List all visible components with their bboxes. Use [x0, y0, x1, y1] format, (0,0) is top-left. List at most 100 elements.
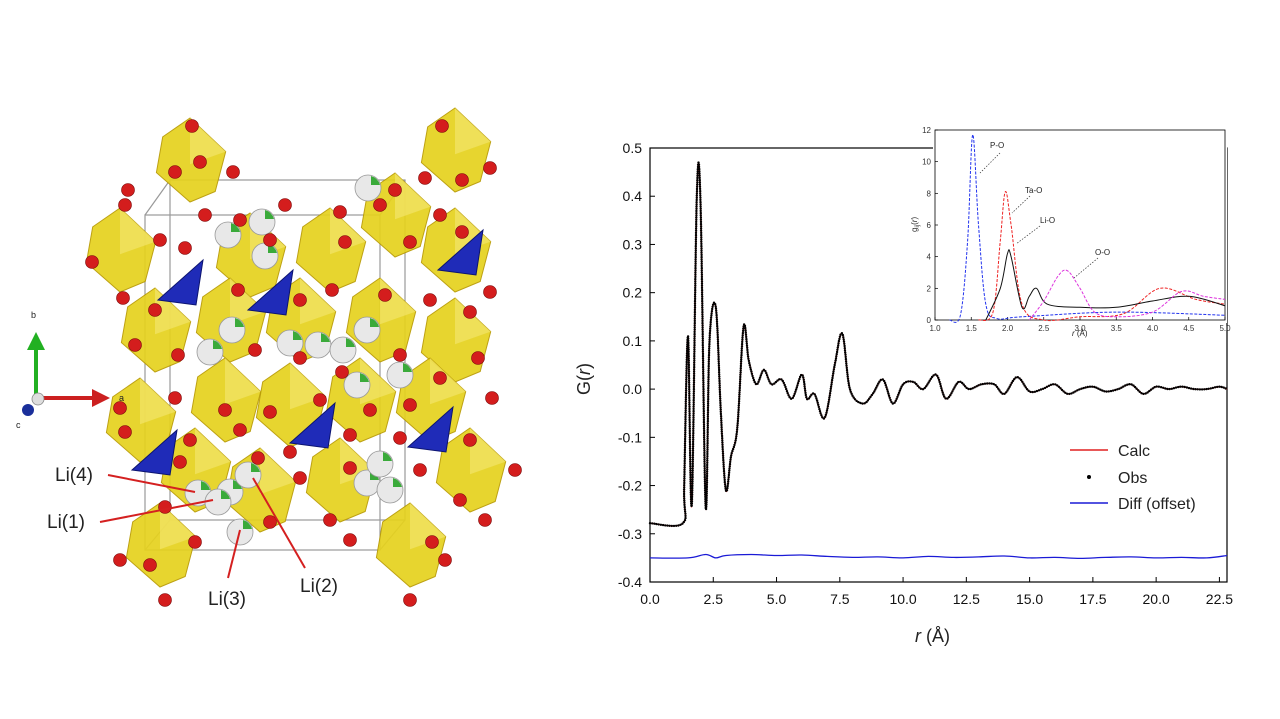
obs-point: [747, 357, 750, 360]
obs-point: [690, 497, 694, 501]
obs-point: [1051, 383, 1055, 386]
obs-point: [1211, 386, 1215, 390]
oxygen-atom: [293, 293, 307, 307]
obs-point: [841, 333, 845, 337]
inset-series: [949, 134, 1226, 323]
obs-point: [804, 389, 807, 392]
obs-point: [694, 238, 698, 241]
obs-point: [700, 264, 703, 268]
obs-point: [699, 211, 702, 215]
obs-point: [723, 483, 727, 486]
obs-point: [699, 198, 702, 202]
obs-point: [747, 359, 751, 363]
obs-point: [701, 346, 705, 349]
obs-point: [683, 481, 686, 485]
obs-point: [694, 247, 697, 250]
obs-point: [706, 422, 709, 425]
obs-point: [1183, 385, 1186, 389]
obs-point: [1177, 385, 1180, 389]
oxygen-atom: [343, 533, 357, 547]
obs-point: [1033, 390, 1037, 393]
obs-point: [706, 415, 710, 418]
oxygen-atom: [233, 213, 247, 227]
obs-point: [702, 431, 706, 435]
obs-point: [661, 523, 665, 527]
inset-series-ta-o: [978, 191, 1226, 322]
obs-point: [695, 194, 698, 197]
obs-point: [832, 372, 835, 375]
obs-point: [716, 338, 720, 341]
obs-point: [683, 519, 687, 522]
obs-point: [738, 380, 742, 383]
obs-point: [969, 387, 972, 391]
obs-point: [693, 297, 697, 301]
obs-point: [697, 165, 701, 169]
obs-point: [705, 503, 708, 506]
obs-point: [762, 368, 766, 371]
obs-point: [825, 409, 829, 412]
y-tick-label: 0.5: [623, 140, 643, 156]
obs-point: [1162, 386, 1165, 389]
obs-point: [683, 437, 687, 441]
obs-point: [683, 475, 686, 478]
obs-point: [736, 426, 739, 429]
obs-point: [1060, 388, 1064, 392]
obs-point: [913, 381, 916, 384]
obs-point: [717, 353, 720, 356]
obs-point: [819, 412, 822, 415]
axis-label-b: b: [31, 310, 36, 320]
obs-point: [691, 469, 694, 472]
oxygen-atom: [435, 119, 449, 133]
obs-point: [1142, 392, 1145, 396]
oxygen-atom: [231, 283, 245, 297]
obs-point: [685, 369, 688, 372]
obs-point: [694, 229, 698, 232]
obs-point: [736, 422, 739, 425]
obs-point: [700, 255, 703, 259]
obs-point: [722, 461, 725, 464]
obs-point: [702, 381, 705, 384]
obs-point: [684, 407, 687, 410]
obs-point: [995, 385, 999, 389]
obs-point: [687, 368, 691, 371]
obs-point: [844, 357, 848, 361]
obs-point: [703, 458, 706, 461]
obs-point: [685, 380, 688, 383]
obs-point: [695, 212, 698, 215]
obs-point: [813, 393, 816, 396]
obs-point: [740, 356, 743, 359]
obs-point: [699, 222, 703, 226]
obs-point: [719, 408, 722, 411]
obs-point: [957, 380, 960, 384]
obs-point: [1005, 391, 1008, 394]
obs-point: [837, 342, 840, 345]
li-atom: [329, 336, 357, 364]
obs-point: [694, 286, 697, 290]
obs-point: [723, 476, 726, 479]
obs-point: [699, 200, 702, 204]
obs-point: [698, 183, 702, 186]
obs-point: [700, 284, 704, 287]
obs-point: [851, 394, 854, 397]
obs-point: [699, 227, 703, 230]
obs-point: [688, 399, 691, 402]
obs-point: [698, 185, 702, 188]
obs-point: [699, 218, 703, 221]
obs-point: [685, 363, 688, 366]
obs-point: [719, 415, 723, 418]
obs-point: [803, 385, 806, 388]
obs-point: [1068, 392, 1071, 396]
obs-point: [694, 244, 697, 248]
obs-point: [784, 385, 787, 389]
obs-point: [701, 328, 704, 331]
obs-point: [829, 389, 832, 393]
obs-point: [693, 332, 696, 336]
obs-point: [688, 385, 691, 389]
obs-point: [879, 378, 882, 382]
obs-point: [1057, 385, 1061, 388]
obs-point: [691, 442, 695, 446]
obs-point: [837, 339, 841, 343]
obs-point: [706, 402, 710, 405]
obs-point: [1126, 383, 1129, 386]
obs-point: [683, 453, 686, 456]
